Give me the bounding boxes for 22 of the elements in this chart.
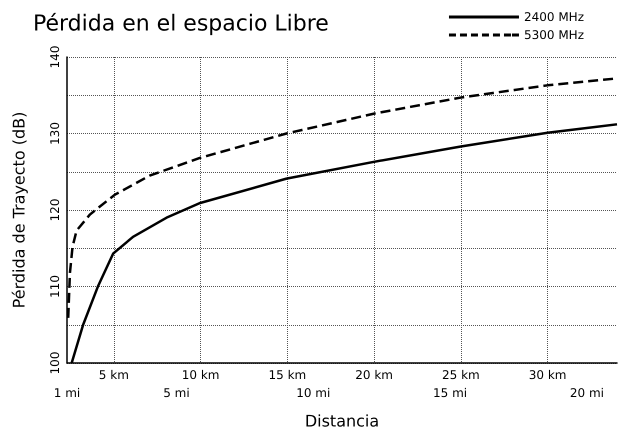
legend-label: 5300 MHz <box>524 28 584 42</box>
legend-label: 2400 MHz <box>524 10 584 24</box>
x2-tick-label: 5 mi <box>163 386 190 400</box>
line-series <box>70 123 618 364</box>
x-tick-label: 30 km <box>528 368 566 382</box>
x2-tick-label: 10 mi <box>296 386 330 400</box>
y-tick-label: 120 <box>48 198 62 222</box>
x-tick-label: 5 km <box>98 368 129 382</box>
y-tick-label: 130 <box>48 122 62 145</box>
y-tick-label: 140 <box>48 46 62 68</box>
chart-title: Pérdida en el espacio Libre <box>33 12 329 36</box>
y-tick-label: 100 <box>48 352 62 374</box>
x2-tick-label: 15 mi <box>433 386 468 400</box>
y-axis-title: Pérdida de Trayecto (dB) <box>10 112 28 308</box>
x2-tick-label: 20 mi <box>570 386 604 400</box>
x-tick-label: 20 km <box>355 368 393 382</box>
x2-tick-label: 1 mi <box>54 386 80 400</box>
x-tick-label: 25 km <box>442 368 480 382</box>
x-tick-label: 10 km <box>182 368 220 382</box>
x-axis-title: Distancia <box>304 412 380 430</box>
x-tick-label: 15 km <box>268 368 306 382</box>
y-tick-label: 110 <box>48 275 62 298</box>
